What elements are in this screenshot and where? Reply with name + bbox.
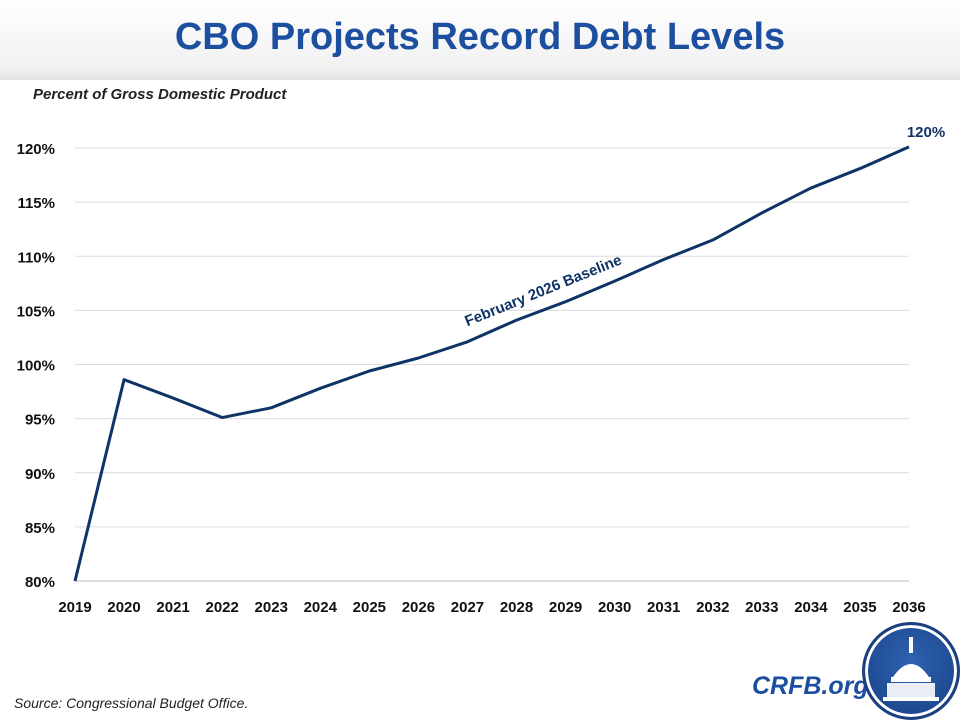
x-tick-label: 2023 (255, 599, 288, 616)
x-tick-label: 2028 (500, 599, 533, 616)
series-label: February 2026 Baseline (462, 252, 624, 331)
source-note: Source: Congressional Budget Office. (14, 695, 249, 711)
y-tick-label: 105% (17, 303, 55, 320)
y-tick-label: 90% (25, 466, 55, 483)
y-tick-label: 100% (17, 358, 55, 375)
x-tick-label: 2035 (843, 599, 876, 616)
x-tick-label: 2032 (696, 599, 729, 616)
series-line (73, 145, 910, 582)
x-tick-label: 2024 (304, 599, 338, 616)
x-tick-label: 2031 (647, 599, 680, 616)
y-tick-label: 115% (17, 195, 55, 212)
brand-link[interactable]: CRFB.org (752, 672, 869, 700)
capitol-logo-icon (862, 622, 960, 720)
x-tick-label: 2033 (745, 599, 778, 616)
x-tick-label: 2026 (402, 599, 435, 616)
y-tick-label: 80% (25, 574, 55, 591)
x-tick-label: 2022 (205, 599, 238, 616)
x-tick-label: 2034 (794, 599, 828, 616)
x-tick-label: 2025 (353, 599, 386, 616)
y-axis-label: Percent of Gross Domestic Product (33, 86, 287, 103)
x-tick-label: 2019 (58, 599, 91, 616)
y-tick-label: 120% (17, 141, 55, 158)
y-tick-label: 110% (17, 249, 55, 266)
x-tick-label: 2029 (549, 599, 582, 616)
x-tick-label: 2021 (156, 599, 189, 616)
page-title: CBO Projects Record Debt Levels (174, 16, 786, 58)
header-band (0, 0, 960, 80)
x-tick-label: 2027 (451, 599, 484, 616)
end-value-label: 120% (907, 124, 945, 141)
x-tick-label: 2030 (598, 599, 631, 616)
y-tick-label: 95% (25, 412, 55, 429)
y-tick-label: 85% (25, 520, 55, 537)
x-tick-label: 2020 (107, 599, 140, 616)
x-tick-label: 2036 (892, 599, 925, 616)
